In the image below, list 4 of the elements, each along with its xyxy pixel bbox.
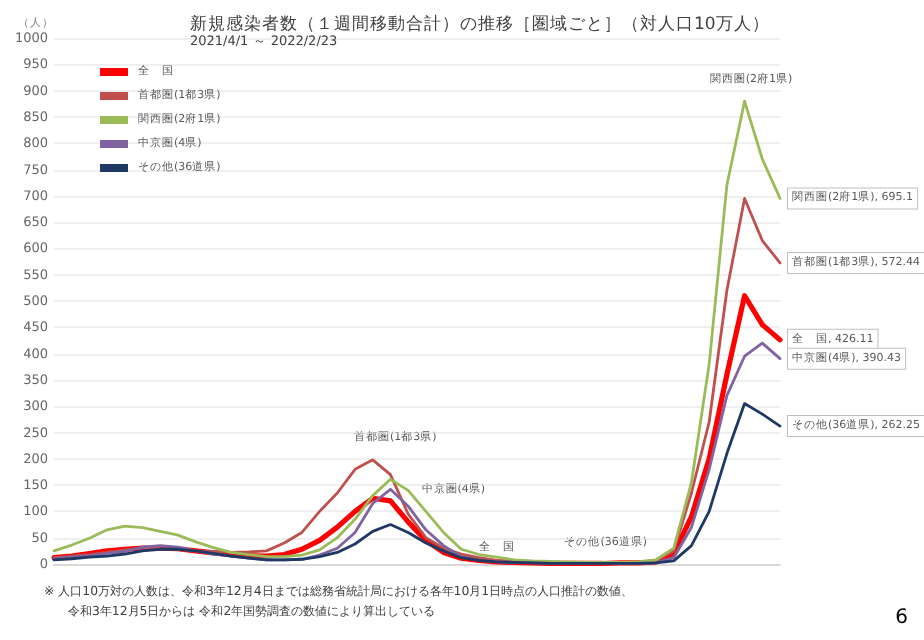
text: 6 <box>895 607 909 629</box>
line-series <box>52 99 782 564</box>
line-series <box>52 402 782 565</box>
chart-title: 新規感染者数（１週間移動合計）の推移［圏域ごと］（対人口10万人） <box>190 13 770 35</box>
